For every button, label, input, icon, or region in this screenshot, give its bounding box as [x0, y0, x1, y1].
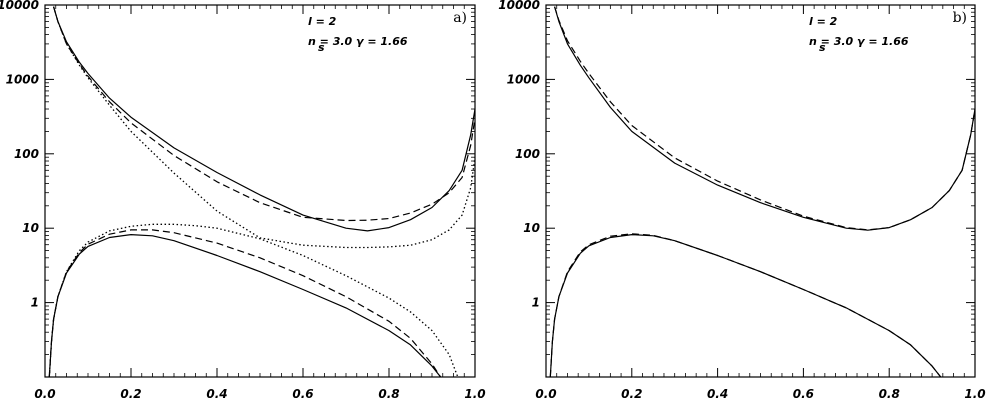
x-tick-label: 1.0 — [464, 387, 485, 401]
x-tick-label: 0.2 — [120, 387, 141, 401]
panel-a: 0.0 0.2 0.4 0.6 0.8 1.0 1 10 100 1000 10000 l = 2 n … — [0, 0, 486, 401]
panel-label: b) — [953, 10, 967, 26]
y-tick-label: 10000 — [498, 0, 540, 12]
y-tick-label: 10000 — [0, 0, 39, 12]
annotation-params: n = 3.0 γ = 1.66 — [308, 35, 408, 48]
x-tick-label: 0.6 — [292, 387, 313, 401]
x-tick-label: 0.8 — [879, 387, 900, 401]
y-tick-label: 1 — [31, 296, 39, 310]
y-tick-label: 1000 — [6, 72, 39, 86]
series-group — [48, 6, 475, 377]
annotation-l: l = 2 — [308, 15, 337, 28]
panel-label: a) — [453, 10, 467, 26]
x-tick-label: 0.8 — [378, 387, 399, 401]
x-tick-label: 0.0 — [535, 387, 556, 401]
y-tick-label: 10 — [22, 221, 39, 235]
y-tick-label: 1 — [532, 296, 540, 310]
annotation-l: l = 2 — [809, 15, 838, 28]
y-tick-label: 1000 — [507, 72, 540, 86]
plot-frame — [545, 4, 976, 378]
series-dashed-1 — [53, 6, 475, 222]
series-solid-3 — [48, 234, 442, 377]
annotation-subscript: s — [819, 41, 826, 54]
series-solid-2 — [549, 234, 942, 377]
series-dashed-4 — [48, 229, 442, 377]
x-tick-label: 0.0 — [34, 387, 55, 401]
x-tick-label: 1.0 — [964, 387, 985, 401]
series-dashed-3 — [549, 233, 942, 377]
x-tick-label: 0.6 — [793, 387, 814, 401]
annotation-subscript: s — [318, 41, 325, 54]
series-group — [549, 6, 975, 377]
plot-frame — [44, 4, 476, 378]
y-tick-label: 100 — [14, 147, 39, 161]
series-dashed-1 — [554, 6, 975, 231]
x-tick-label: 0.4 — [206, 387, 227, 401]
x-tick-label: 0.4 — [707, 387, 728, 401]
panel-b: 0.0 0.2 0.4 0.6 0.8 1.0 1 10 100 1000 10000 l = 2 n … — [498, 0, 985, 401]
series-dotted-5 — [48, 223, 459, 377]
series-solid-0 — [554, 6, 975, 231]
series-solid-0 — [53, 6, 475, 232]
series-dotted-2 — [52, 6, 475, 249]
annotation-params: n = 3.0 γ = 1.66 — [809, 35, 909, 48]
x-tick-label: 0.2 — [621, 387, 642, 401]
y-tick-label: 100 — [515, 147, 540, 161]
y-tick-label: 10 — [523, 221, 540, 235]
